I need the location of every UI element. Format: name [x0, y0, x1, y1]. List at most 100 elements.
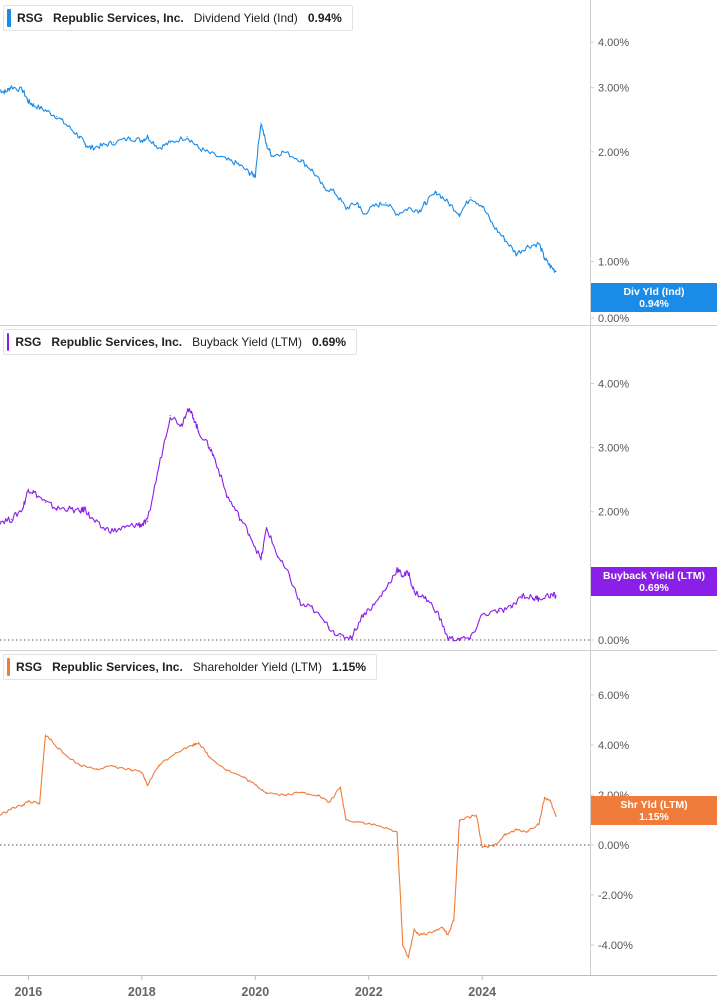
y-tick-label: 2.00% — [598, 147, 629, 159]
shareholder-data-point — [254, 784, 256, 786]
dividend-badge: Div Yld (Ind) 0.94% — [591, 283, 717, 312]
shareholder-data-point — [192, 744, 194, 746]
shareholder-data-point — [458, 819, 461, 821]
dividend-data-point — [283, 151, 285, 153]
dividend-data-point — [396, 213, 398, 215]
buyback-data-point — [470, 638, 472, 640]
legend-metric: Dividend Yield (Ind) — [193, 11, 298, 25]
shareholder-data-point — [44, 734, 46, 736]
buyback-data-point — [498, 610, 500, 612]
buyback-data-point — [311, 607, 313, 609]
buyback-data-point — [146, 520, 149, 522]
y-tick-label: 1.00% — [598, 257, 629, 269]
y-tick-label: 3.00% — [598, 443, 629, 455]
shareholder-data-point — [396, 831, 398, 834]
buyback-badge: Buyback Yield (LTM) 0.69% — [591, 567, 717, 596]
buyback-data-point — [112, 530, 115, 532]
dividend-data-point — [271, 155, 273, 157]
buyback-data-point — [266, 527, 268, 529]
buyback-data-point — [209, 447, 211, 449]
buyback-data-point — [78, 511, 81, 513]
y-tick-label: 0.00% — [598, 313, 629, 325]
buyback-data-point — [277, 556, 279, 558]
dividend-data-point — [311, 169, 313, 171]
dividend-data-point — [5, 91, 7, 93]
dividend-data-point — [209, 152, 211, 155]
buyback-data-point — [101, 527, 103, 529]
dividend-data-point — [385, 202, 387, 204]
y-tick-label: 4.00% — [598, 378, 629, 390]
buyback-data-point — [328, 626, 330, 628]
dividend-data-point — [0, 89, 1, 91]
shareholder-data-point — [158, 764, 160, 766]
buyback-data-point — [84, 507, 86, 510]
badge-value: 0.94% — [639, 297, 669, 310]
dividend-data-point — [237, 163, 239, 165]
legend-metric: Shareholder Yield (LTM) — [192, 660, 322, 674]
buyback-data-point — [339, 636, 341, 638]
buyback-data-point — [413, 591, 415, 593]
y-tick-label: 3.00% — [598, 83, 629, 95]
dividend-data-point — [169, 142, 171, 144]
dividend-data-point — [84, 143, 86, 145]
shareholder-yield-panel: 6.00%4.00%2.00%0.00%-2.00%-4.00% — [0, 690, 633, 959]
dividend-data-point — [362, 213, 364, 215]
shareholder-legend: RSG Republic Services, Inc. Shareholder … — [3, 654, 377, 680]
legend-value: 0.69% — [311, 335, 346, 349]
buyback-data-point — [67, 507, 69, 510]
buyback-series-line — [0, 407, 557, 642]
y-tick-label: 0.00% — [598, 840, 629, 852]
shareholder-data-point — [22, 804, 24, 806]
shareholder-data-point — [266, 791, 268, 794]
x-axis: 2016 2018 2020 2022 2024 — [14, 975, 496, 999]
legend-value: 0.94% — [307, 11, 342, 25]
shareholder-data-point — [112, 765, 115, 767]
dividend-data-point — [424, 202, 427, 204]
shareholder-data-point — [209, 756, 211, 759]
y-tick-label: 6.00% — [598, 690, 629, 702]
buyback-data-point — [555, 595, 557, 597]
dividend-data-point — [129, 137, 132, 139]
shareholder-data-point — [555, 815, 557, 817]
dividend-data-point — [249, 172, 251, 174]
dividend-legend: RSG Republic Services, Inc. Dividend Yie… — [3, 5, 353, 31]
dividend-data-point — [10, 86, 12, 88]
shareholder-series-line — [0, 735, 557, 959]
dividend-data-point — [345, 207, 347, 209]
buyback-data-point — [396, 568, 398, 571]
shareholder-data-point — [526, 830, 529, 832]
buyback-data-point — [44, 501, 46, 503]
y-tick-label: -2.00% — [598, 890, 633, 902]
x-tick-label: 2016 — [14, 985, 42, 999]
dividend-data-point — [447, 202, 449, 204]
dividend-data-point — [260, 122, 262, 124]
badge-label: Shr Yld (LTM) — [620, 798, 688, 811]
dividend-data-point — [141, 139, 143, 141]
buyback-data-point — [509, 607, 512, 609]
dividend-swatch — [7, 9, 11, 27]
buyback-data-point — [538, 597, 540, 599]
dividend-data-point — [526, 245, 529, 248]
dividend-data-point — [549, 265, 551, 267]
buyback-data-point — [447, 638, 449, 640]
shareholder-data-point — [226, 769, 228, 771]
buyback-data-point — [288, 575, 290, 577]
buyback-data-point — [124, 527, 126, 529]
buyback-data-point — [135, 523, 137, 526]
buyback-data-point — [158, 466, 160, 468]
shareholder-data-point — [544, 796, 546, 799]
shareholder-data-point — [453, 919, 455, 921]
legend-company: Republic Services, Inc. — [53, 11, 184, 25]
badge-label: Div Yld (Ind) — [623, 285, 685, 298]
dividend-data-point — [56, 115, 58, 118]
shareholder-data-point — [430, 931, 432, 934]
buyback-data-point — [373, 604, 376, 606]
legend-company: Republic Services, Inc. — [52, 660, 183, 674]
shareholder-data-point — [0, 814, 1, 816]
shareholder-data-point — [50, 739, 52, 741]
buyback-data-point — [532, 597, 534, 599]
dividend-data-point — [33, 104, 35, 107]
shareholder-data-point — [492, 845, 495, 847]
shareholder-data-point — [413, 929, 415, 931]
shareholder-data-point — [441, 926, 444, 929]
